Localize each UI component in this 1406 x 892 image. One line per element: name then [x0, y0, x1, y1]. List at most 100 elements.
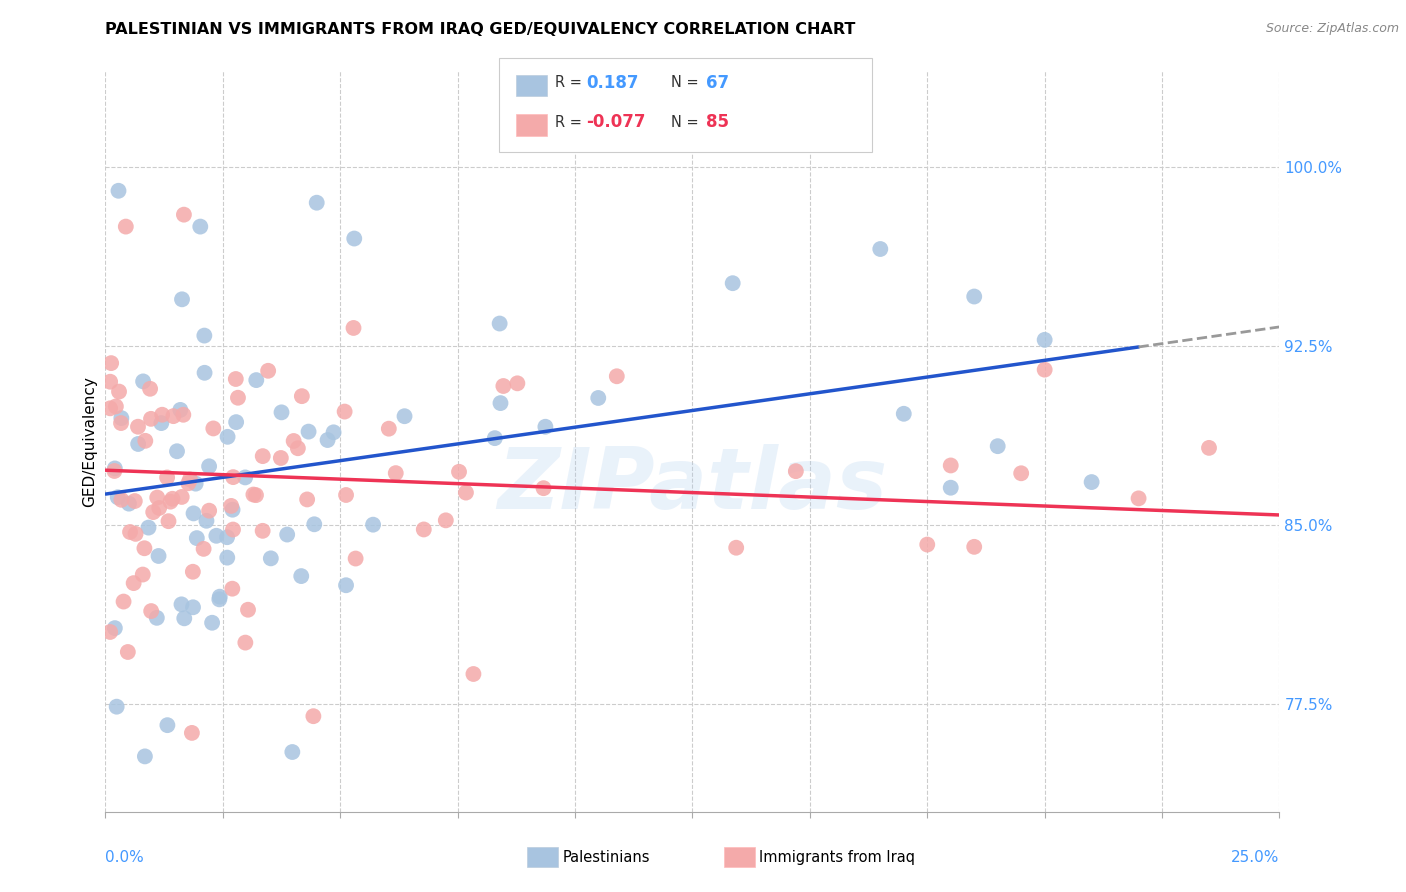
Point — [162, 491, 184, 506]
Point — [235, 635, 257, 649]
Text: 67: 67 — [706, 74, 728, 92]
Point — [1033, 362, 1056, 376]
Text: Immigrants from Iraq: Immigrants from Iraq — [759, 850, 915, 864]
Point — [156, 718, 179, 732]
Point — [193, 541, 215, 556]
Point — [434, 513, 457, 527]
Point — [183, 507, 205, 521]
Point — [1033, 333, 1056, 347]
Text: Source: ZipAtlas.com: Source: ZipAtlas.com — [1265, 22, 1399, 36]
Point — [252, 524, 274, 538]
Point — [785, 464, 807, 478]
Point — [236, 603, 259, 617]
Point — [179, 473, 201, 487]
Point — [201, 615, 224, 630]
Text: R =: R = — [555, 76, 586, 90]
Point — [217, 430, 239, 444]
Point — [963, 289, 986, 303]
Point — [222, 470, 245, 484]
Point — [127, 437, 149, 451]
Point — [208, 592, 231, 607]
Point — [208, 590, 231, 604]
Text: PALESTINIAN VS IMMIGRANTS FROM IRAQ GED/EQUIVALENCY CORRELATION CHART: PALESTINIAN VS IMMIGRANTS FROM IRAQ GED/… — [105, 22, 856, 37]
Point — [963, 540, 986, 554]
Point — [110, 411, 132, 425]
Point — [124, 527, 146, 541]
Point — [342, 321, 364, 335]
Point — [193, 328, 215, 343]
Point — [173, 611, 195, 625]
Point — [725, 541, 748, 555]
Point — [987, 439, 1010, 453]
Point — [915, 537, 938, 551]
Point — [139, 412, 162, 426]
Point — [283, 434, 305, 448]
Point — [188, 219, 211, 234]
Point — [98, 401, 121, 416]
Point — [177, 476, 200, 491]
Point — [304, 517, 326, 532]
Point — [297, 425, 319, 439]
Text: ZIPatlas: ZIPatlas — [498, 444, 887, 527]
Point — [221, 582, 243, 596]
Point — [156, 470, 179, 484]
Point — [122, 576, 145, 591]
Text: R =: R = — [555, 115, 586, 129]
Point — [186, 531, 208, 545]
Point — [172, 408, 194, 422]
Point — [139, 382, 162, 396]
Point — [146, 611, 169, 625]
Point — [245, 373, 267, 387]
Point — [104, 400, 127, 414]
Point — [217, 530, 239, 544]
Point — [110, 492, 132, 507]
Point — [221, 502, 243, 516]
Point — [134, 434, 156, 448]
Point — [170, 490, 193, 504]
Point — [361, 517, 384, 532]
Point — [169, 403, 191, 417]
Point — [270, 405, 292, 419]
Point — [148, 549, 170, 563]
Point — [170, 598, 193, 612]
Point — [412, 523, 434, 537]
Point — [225, 372, 247, 386]
Point — [217, 550, 239, 565]
Point — [173, 208, 195, 222]
Point — [225, 415, 247, 429]
Point — [721, 276, 744, 290]
Point — [132, 567, 155, 582]
Point — [146, 491, 169, 505]
Point — [287, 441, 309, 455]
Point — [302, 709, 325, 723]
Point — [150, 416, 173, 430]
Point — [534, 419, 557, 434]
Point — [276, 527, 298, 541]
Point — [290, 569, 312, 583]
Point — [291, 389, 314, 403]
Point — [454, 485, 477, 500]
Point — [606, 369, 628, 384]
Point — [105, 699, 128, 714]
Text: 0.0%: 0.0% — [105, 850, 145, 865]
Point — [939, 458, 962, 473]
Point — [281, 745, 304, 759]
Text: N =: N = — [671, 76, 703, 90]
Point — [270, 450, 292, 465]
Point — [181, 565, 204, 579]
Point — [384, 466, 406, 480]
Point — [107, 184, 129, 198]
Point — [463, 667, 485, 681]
Point — [447, 465, 470, 479]
Point — [344, 551, 367, 566]
Point — [104, 461, 127, 475]
Point — [488, 317, 510, 331]
Point — [333, 404, 356, 418]
Point — [202, 421, 225, 435]
Point — [193, 366, 215, 380]
Point — [484, 431, 506, 445]
Point — [150, 408, 173, 422]
Point — [252, 449, 274, 463]
Point — [180, 726, 202, 740]
Point — [222, 523, 245, 537]
